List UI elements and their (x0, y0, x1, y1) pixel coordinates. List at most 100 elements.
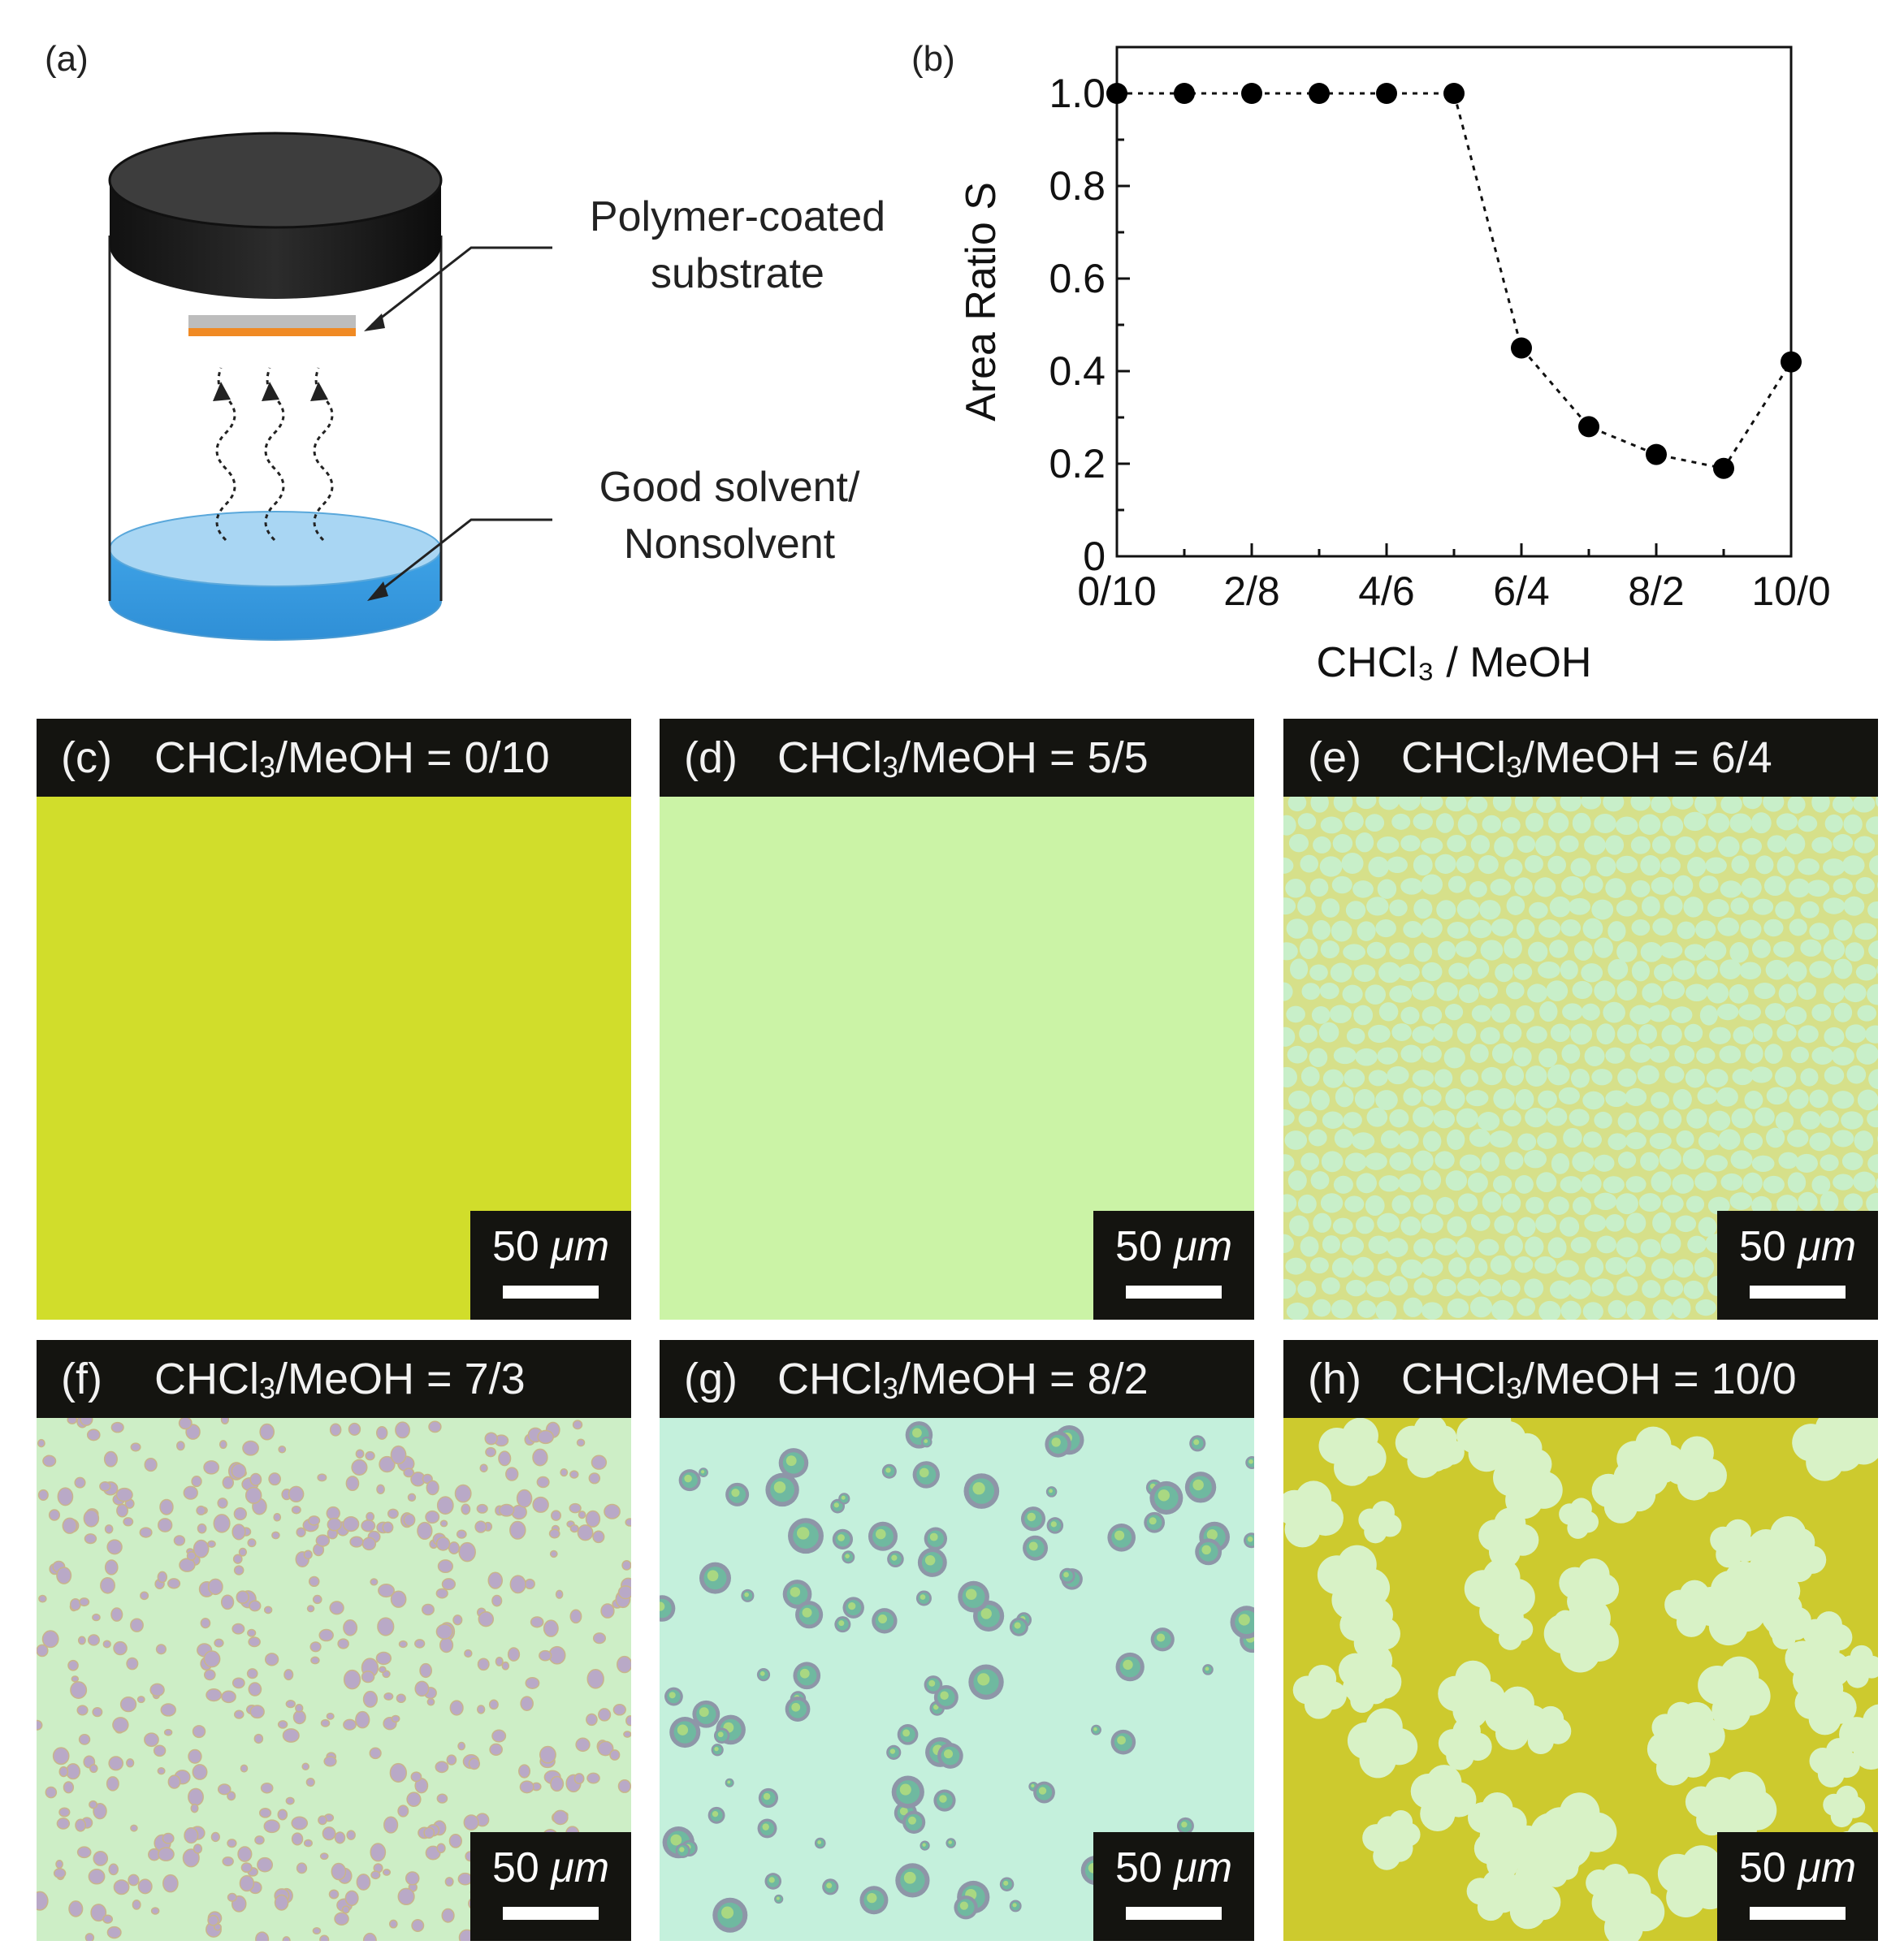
cell-domain (1660, 857, 1681, 875)
cell-domain (1366, 1280, 1390, 1298)
cell-domain (1283, 982, 1293, 1001)
cell-domain (1538, 1300, 1561, 1320)
dot-domain (376, 1484, 385, 1495)
dot-domain (484, 1432, 498, 1446)
cell-domain (1570, 1237, 1591, 1254)
dot-domain (387, 1508, 399, 1519)
droplet-center (899, 1783, 911, 1796)
cell-domain (1300, 854, 1318, 873)
dot-domain (188, 1748, 202, 1764)
droplet-center (717, 1731, 724, 1738)
dot-domain (45, 1786, 58, 1799)
cell-domain (1469, 1296, 1493, 1318)
dot-domain (370, 1843, 387, 1862)
cell-domain (1772, 940, 1795, 958)
dot-domain (454, 1484, 472, 1503)
flower-lobe (1337, 1545, 1377, 1584)
cell-domain (1664, 1065, 1685, 1083)
scale-bar-label: 50 μm (470, 1222, 631, 1271)
cell-domain (1763, 1175, 1785, 1194)
formula-prefix: CHCl (777, 1355, 882, 1403)
dot-domain (519, 1780, 534, 1794)
dot-domain (591, 1454, 608, 1470)
dot-domain (621, 1560, 631, 1571)
cell-domain (1824, 1066, 1845, 1085)
cell-domain (1366, 941, 1387, 959)
cell-domain (1494, 1215, 1514, 1234)
cell-domain (1329, 1005, 1352, 1023)
cell-domain (1319, 982, 1339, 1000)
cell-domain (1300, 1152, 1320, 1171)
cell-domain (1720, 794, 1742, 815)
dot-domain (423, 1826, 435, 1839)
dot-domain (439, 1637, 454, 1653)
cell-domain (1569, 1279, 1591, 1299)
micrograph-header: (g) CHCl3/MeOH = 8/2 (660, 1340, 1254, 1418)
droplet-center (744, 1592, 749, 1597)
formula-subscript: 3 (259, 1372, 276, 1405)
data-point (1511, 337, 1532, 359)
cell-domain (1551, 1153, 1570, 1174)
cell-domain (1651, 836, 1671, 854)
cell-domain (1763, 918, 1784, 937)
droplet-center (1014, 1622, 1021, 1629)
scale-bar-box: 50 μm (1717, 1211, 1878, 1320)
dot-domain (312, 1927, 322, 1935)
cell-domain (1309, 964, 1328, 981)
cell-domain (1504, 1235, 1523, 1256)
dot-domain (592, 1530, 605, 1544)
flower-lobe (1577, 1558, 1610, 1591)
droplet-center (669, 1692, 676, 1699)
cell-domain (1322, 1069, 1344, 1088)
droplet-center (1051, 1437, 1061, 1447)
dot-domain (446, 1754, 457, 1766)
dot-domain (130, 1618, 144, 1632)
cell-domain (1857, 1005, 1877, 1022)
dot-domain (355, 1449, 365, 1459)
dot-domain (310, 1656, 320, 1665)
droplet-center (965, 1588, 977, 1600)
dot-domain (140, 1591, 149, 1601)
cell-domain (1389, 1152, 1412, 1171)
cell-domain (1297, 1280, 1317, 1298)
cell-domain (1528, 941, 1548, 962)
cell-domain (1377, 1258, 1397, 1276)
dot-domain (62, 1517, 78, 1534)
cell-domain (1448, 962, 1469, 980)
cell-domain (1525, 1107, 1547, 1128)
cell-domain (1755, 855, 1774, 875)
droplet-center (1038, 1787, 1047, 1795)
cell-domain (1763, 875, 1786, 897)
dot-domain (383, 1692, 394, 1701)
dot-domain (173, 1535, 186, 1546)
dot-domain (303, 1550, 313, 1560)
scale-value: 50 (1738, 1844, 1786, 1891)
y-tick-label: 0.4 (1049, 348, 1106, 394)
cell-domain (1436, 982, 1458, 1001)
dot-domain (70, 1681, 88, 1700)
cell-domain (1503, 1023, 1522, 1043)
cell-domain (1480, 1027, 1500, 1045)
cell-domain (1366, 1107, 1388, 1127)
cell-domain (1387, 856, 1408, 874)
dot-domain (155, 1644, 167, 1655)
cell-domain (1582, 1302, 1603, 1320)
cell-domain (1445, 1170, 1468, 1191)
dot-domain (206, 1688, 223, 1702)
dot-domain (58, 1807, 71, 1818)
droplet-center (790, 1587, 801, 1597)
cell-domain (1594, 1154, 1615, 1172)
dot-domain (439, 1519, 448, 1528)
cell-domain (1310, 1171, 1330, 1190)
cell-domain (1594, 980, 1616, 1001)
scale-bar (1126, 1907, 1222, 1920)
cell-domain (1389, 1276, 1409, 1296)
droplet-center (943, 1749, 954, 1759)
cell-domain (1867, 1154, 1878, 1174)
cell-domain (1698, 875, 1719, 893)
cell-domain (1490, 1255, 1512, 1275)
droplet-center (768, 1877, 775, 1883)
cell-domain (1584, 1214, 1607, 1232)
dot-domain (157, 1767, 166, 1775)
cell-domain (1605, 1090, 1628, 1107)
